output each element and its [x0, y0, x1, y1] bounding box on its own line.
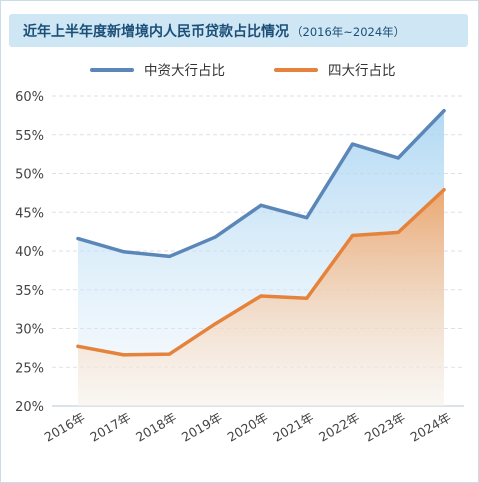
x-tick-label: 2023年 [362, 410, 408, 445]
y-tick-label: 55% [15, 129, 44, 144]
y-tick-label: 50% [15, 168, 44, 183]
chart-title-range: （2016年~2024年） [291, 25, 406, 39]
data-point [122, 250, 126, 254]
title-bar: 近年上半年度新增境内人民币贷款占比情况 （2016年~2024年） [9, 14, 468, 47]
y-tick-label: 25% [15, 361, 44, 376]
x-tick-label: 2016年 [42, 410, 88, 445]
x-tick-label: 2022年 [316, 410, 362, 445]
data-point [259, 203, 263, 207]
x-axis: 2016年 2017年 2018年 2019年 2020年 2021年 2022年 2023年… [42, 410, 454, 445]
chart-title-main: 近年上半年度新增境内人民币贷款占比情况 [23, 24, 289, 40]
data-point [305, 296, 309, 300]
y-tick-label: 40% [15, 245, 44, 260]
data-point [442, 188, 446, 192]
y-tick-label: 45% [15, 206, 44, 221]
legend: 中资大行占比 四大行占比 [90, 63, 396, 79]
data-point [305, 216, 309, 220]
data-point [122, 353, 126, 357]
y-tick-label: 20% [15, 400, 44, 415]
legend-label: 四大行占比 [328, 63, 396, 79]
data-point [442, 109, 446, 113]
data-point [350, 233, 355, 238]
data-point [396, 156, 400, 160]
y-tick-label: 35% [15, 284, 44, 299]
chart-title: 近年上半年度新增境内人民币贷款占比情况 （2016年~2024年） [23, 21, 405, 41]
x-tick-label: 2020年 [225, 410, 271, 445]
data-point [167, 352, 172, 356]
x-tick-label: 2018年 [133, 410, 179, 445]
x-tick-label: 2024年 [408, 410, 454, 445]
data-point [396, 230, 400, 234]
data-point [167, 254, 172, 259]
data-point [76, 237, 80, 241]
x-tick-label: 2021年 [270, 410, 316, 445]
data-point [213, 322, 217, 326]
y-tick-label: 30% [15, 323, 44, 338]
series-lines [76, 108, 446, 357]
data-point [259, 294, 263, 298]
data-point [350, 142, 355, 146]
y-axis: 20% 25% 30% 35% 40% 45% 50% 55% 60% [15, 90, 44, 415]
y-tick-label: 60% [15, 90, 44, 105]
legend-label: 中资大行占比 [144, 63, 225, 79]
x-tick-label: 2017年 [87, 410, 133, 445]
data-point [213, 235, 217, 239]
x-tick-label: 2019年 [179, 410, 225, 445]
data-point [76, 344, 80, 348]
